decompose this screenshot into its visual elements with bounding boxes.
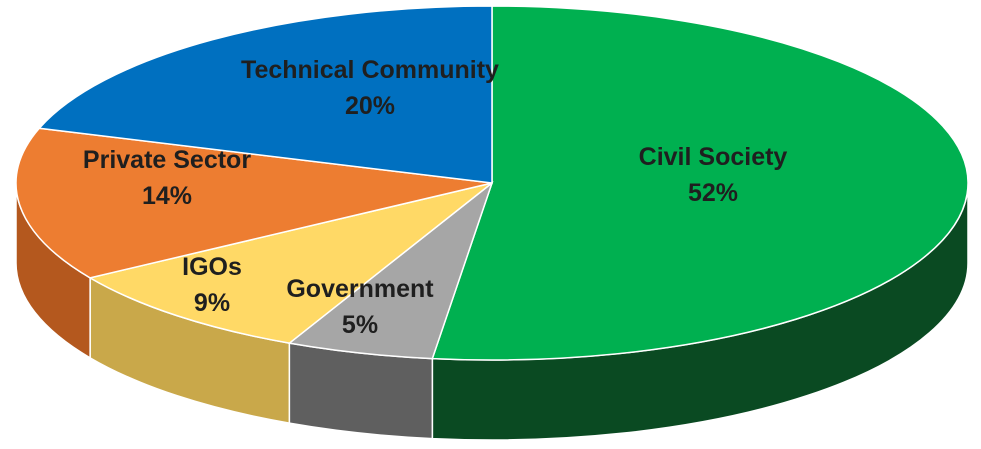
slice-value-civil-society: 52% [688, 179, 738, 207]
slice-label-technical-community: Technical Community [241, 56, 499, 84]
slice-label-civil-society: Civil Society [639, 143, 788, 171]
slice-private-sector [15, 127, 493, 279]
slice-label-private-sector: Private Sector [83, 146, 251, 174]
slice-value-igos: 9% [194, 289, 230, 317]
pie-tops [15, 5, 969, 361]
slice-igos [88, 182, 493, 344]
slice-label-igos: IGOs [182, 253, 242, 281]
pie-labels: Civil Society 52% Government 5% IGOs 9% Privat… [83, 56, 788, 339]
slice-value-technical-community: 20% [345, 92, 395, 120]
slice-government [287, 180, 494, 360]
slice-label-government: Government [286, 275, 434, 303]
slice-value-private-sector: 14% [142, 182, 192, 210]
slice-civil-society [431, 5, 969, 361]
pie-sides [15, 182, 969, 441]
slice-technical-community [37, 5, 493, 184]
slice-value-government: 5% [342, 311, 378, 339]
